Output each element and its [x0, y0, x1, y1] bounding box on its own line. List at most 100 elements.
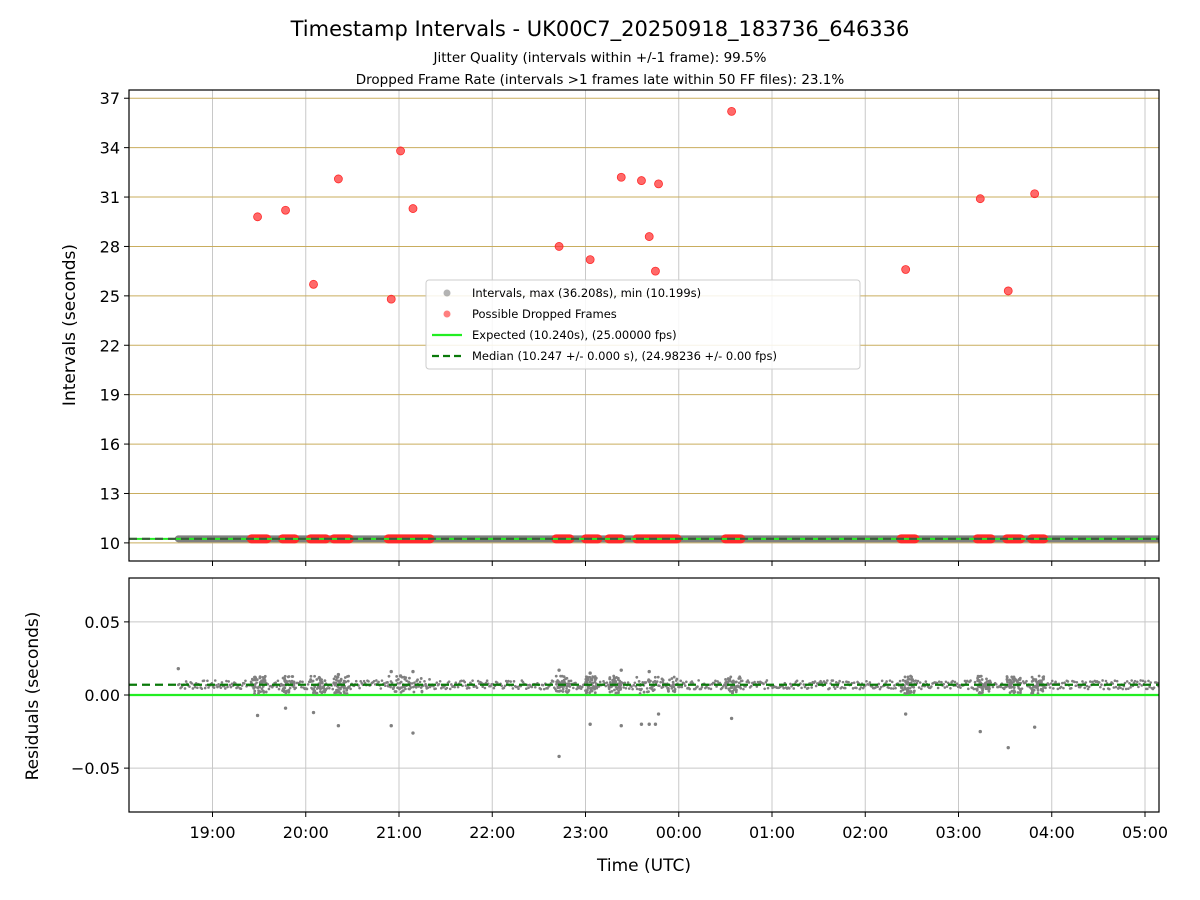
residual-point	[658, 684, 661, 688]
residual-point	[688, 687, 691, 691]
residual-point	[560, 674, 564, 678]
residual-point	[290, 675, 294, 678]
residual-point	[977, 678, 981, 682]
residual-point	[943, 686, 947, 689]
dropped-frame-point	[637, 176, 646, 185]
residual-point	[386, 680, 389, 684]
residual-point	[539, 687, 543, 691]
residual-point	[1081, 680, 1084, 683]
residual-outlier-point	[398, 674, 403, 678]
residual-point	[379, 687, 383, 690]
residual-point	[828, 687, 831, 690]
residual-point	[372, 679, 376, 683]
residual-point	[1124, 687, 1128, 691]
residual-point	[1062, 686, 1065, 690]
residual-point	[1129, 686, 1132, 689]
residual-point	[987, 689, 991, 693]
residual-point	[387, 674, 391, 678]
residual-point	[593, 691, 597, 695]
residual-point	[317, 685, 320, 689]
residual-point	[1034, 684, 1038, 688]
residual-point	[1050, 679, 1054, 683]
residual-point	[1074, 684, 1078, 688]
residual-point	[905, 692, 909, 695]
residual-point	[802, 683, 806, 686]
residual-point	[346, 679, 350, 683]
residual-point	[1063, 681, 1066, 684]
residual-point	[306, 683, 310, 686]
residual-outlier-point	[588, 671, 592, 675]
residual-point	[1020, 687, 1024, 690]
residual-point	[659, 680, 662, 684]
residual-point	[727, 687, 731, 691]
residual-point	[495, 681, 499, 684]
residual-outlier-point	[639, 722, 644, 726]
residual-point	[680, 685, 684, 689]
residual-point	[613, 688, 616, 692]
residual-point	[726, 677, 730, 680]
residual-point	[253, 689, 257, 693]
residual-point	[584, 679, 588, 683]
residual-point	[390, 681, 394, 685]
residual-point	[1101, 679, 1104, 682]
residual-point	[244, 679, 247, 683]
residual-point	[206, 679, 209, 683]
residual-point	[670, 677, 674, 680]
residual-point	[454, 681, 458, 685]
residual-point	[740, 679, 744, 683]
residual-point	[1147, 679, 1150, 683]
residual-point	[942, 682, 946, 686]
residual-point	[1152, 686, 1156, 689]
residual-point	[312, 691, 315, 695]
residual-outlier-point	[647, 722, 651, 726]
residual-point	[335, 676, 339, 679]
residual-point	[475, 686, 479, 690]
residual-point	[1030, 675, 1034, 679]
residual-point	[936, 686, 940, 690]
residual-point	[742, 687, 745, 691]
residual-point	[428, 678, 431, 681]
residual-point	[1085, 684, 1089, 688]
residual-point	[730, 691, 734, 695]
residual-point	[765, 679, 769, 682]
residual-point	[589, 690, 592, 693]
residual-point	[738, 676, 742, 680]
residual-point	[878, 687, 882, 691]
residual-point	[334, 678, 338, 682]
residual-outlier-point	[1006, 745, 1010, 750]
residual-point	[217, 683, 220, 686]
residual-point	[612, 676, 616, 680]
residual-point	[216, 685, 219, 689]
residual-point	[787, 687, 791, 690]
residual-point	[1015, 680, 1019, 683]
residual-point	[1012, 689, 1016, 692]
residual-point	[294, 686, 298, 690]
residual-point	[632, 683, 636, 687]
dropped-frame-point	[554, 242, 564, 251]
residual-point	[1108, 687, 1111, 691]
residual-point	[292, 683, 296, 687]
residuals-panel: 0.05 0.00 −0.05 19:00 20:00 21:00 22:00 23:00 00…	[71, 577, 1168, 842]
residual-point	[795, 679, 799, 683]
residual-outlier-point	[1032, 725, 1037, 729]
residual-point	[337, 686, 340, 689]
residual-point	[1149, 681, 1153, 684]
residual-point	[1035, 682, 1039, 686]
residual-point	[653, 675, 657, 679]
residual-point	[1121, 687, 1125, 691]
residual-point	[554, 674, 558, 678]
residual-outlier-point	[903, 712, 908, 716]
residual-point	[349, 687, 352, 691]
residual-point	[708, 683, 712, 687]
residual-point	[801, 679, 805, 683]
residual-point	[424, 682, 427, 686]
residual-point	[972, 687, 976, 691]
chart-subtitle-dropped: Dropped Frame Rate (intervals >1 frames …	[356, 72, 845, 88]
residual-point	[716, 680, 719, 683]
residual-point	[904, 679, 907, 683]
dropped-frame-point	[396, 146, 405, 156]
residual-point	[438, 679, 442, 683]
residual-point	[766, 686, 770, 690]
residual-point	[367, 680, 370, 683]
residual-point	[1019, 691, 1022, 695]
